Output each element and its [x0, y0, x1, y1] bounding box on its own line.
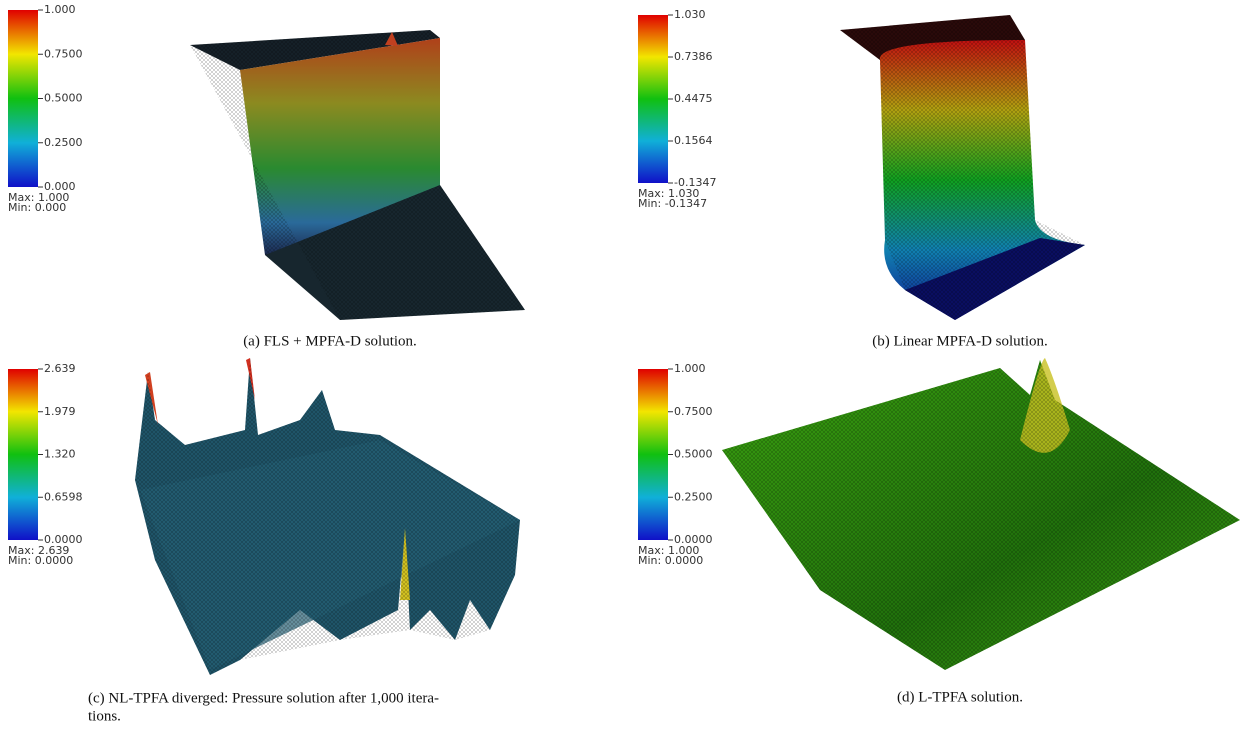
- colorbar-label: -0.1347: [674, 176, 716, 189]
- colorbar-label: 0.5000: [674, 448, 713, 461]
- caption: tions.: [88, 708, 121, 724]
- colorbar-max: Max: 1.030: [638, 187, 699, 200]
- surface-b: [840, 15, 1085, 320]
- caption: (c) NL-TPFA diverged: Pressure solution …: [88, 690, 439, 706]
- colorbar-label: 0.1564: [674, 134, 713, 147]
- caption: (b) Linear MPFA-D solution.: [872, 333, 1048, 349]
- colorbar-min: Min: 0.0000: [8, 554, 73, 567]
- colorbar: [8, 10, 38, 187]
- caption: (a) FLS + MPFA-D solution.: [243, 333, 417, 349]
- colorbar: [8, 369, 38, 540]
- colorbar-max: Max: 2.639: [8, 544, 69, 557]
- colorbar-label: 0.4475: [674, 92, 713, 105]
- colorbar-min: Min: 0.000: [8, 201, 66, 214]
- colorbar-label: 0.5000: [44, 92, 83, 105]
- colorbar-min: Min: 0.0000: [638, 554, 703, 567]
- colorbar-label: 0.7500: [674, 405, 713, 418]
- colorbar-label: 1.030: [674, 8, 706, 21]
- colorbar-label: 2.639: [44, 362, 76, 375]
- caption: (d) L-TPFA solution.: [897, 689, 1023, 705]
- colorbar: [638, 15, 668, 183]
- colorbar-label: 0.0000: [674, 533, 713, 546]
- colorbar-label: 0.0000: [44, 533, 83, 546]
- colorbar-label: 0.7500: [44, 47, 83, 60]
- colorbar-label: 1.000: [44, 3, 76, 16]
- surface-d: [722, 358, 1240, 670]
- colorbar-max: Max: 1.000: [638, 544, 699, 557]
- colorbar-min: Min: -0.1347: [638, 197, 707, 210]
- colorbar-label: 1.320: [44, 448, 76, 461]
- colorbar-max: Max: 1.000: [8, 191, 69, 204]
- surface-c: [135, 358, 520, 675]
- colorbar-label: 0.6598: [44, 490, 83, 503]
- colorbar-label: 1.979: [44, 405, 76, 418]
- colorbar-label: 0.2500: [674, 490, 713, 503]
- colorbar-label: 0.7386: [674, 50, 713, 63]
- surface-a: [190, 30, 525, 320]
- colorbar: [638, 369, 668, 540]
- colorbar-label: 1.000: [674, 362, 706, 375]
- colorbar-label: 0.000: [44, 180, 76, 193]
- colorbar-label: 0.2500: [44, 136, 83, 149]
